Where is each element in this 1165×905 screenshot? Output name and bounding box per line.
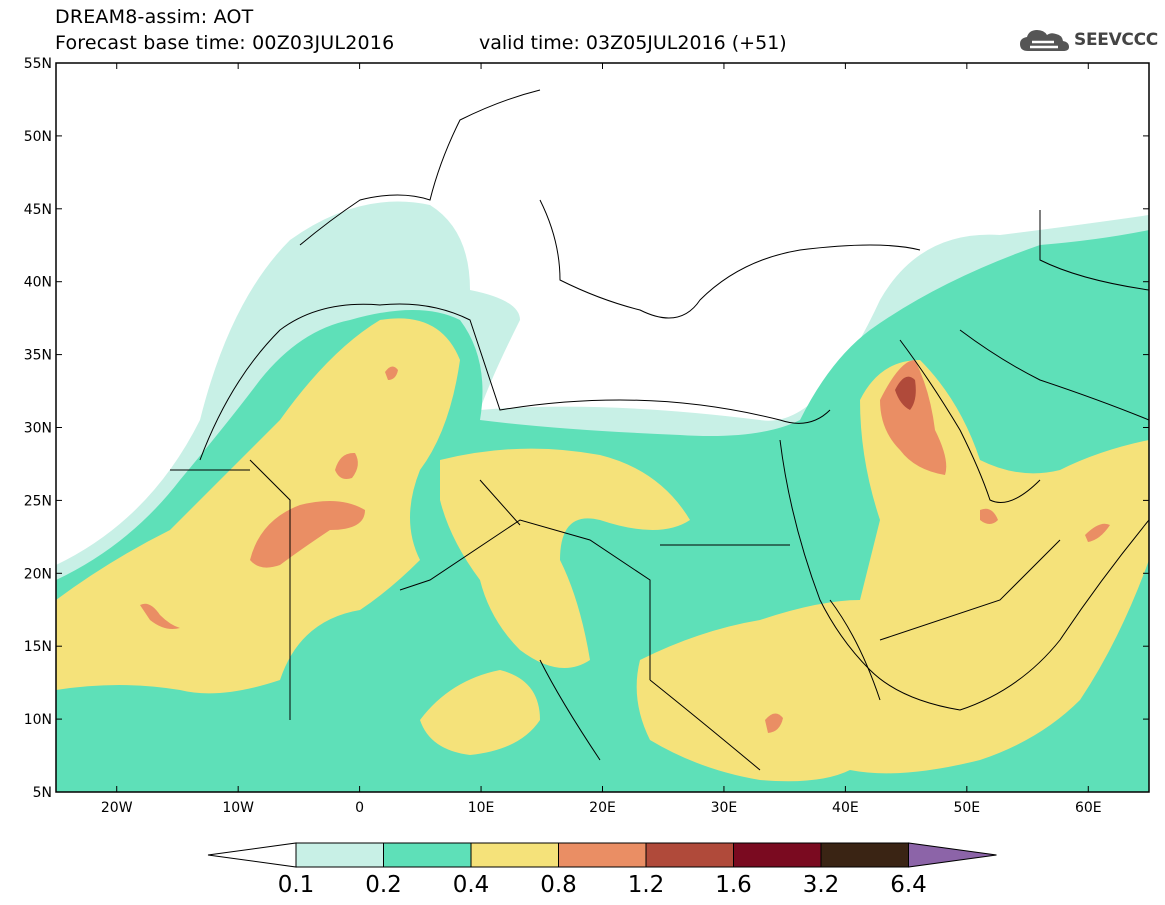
aot-contour-0.4-south <box>420 670 540 755</box>
colorbar-label: 0.4 <box>453 872 490 898</box>
lon-label: 10E <box>468 800 495 816</box>
colorbar-box <box>383 842 472 868</box>
lat-label: 35N <box>24 348 52 364</box>
colorbar-label: 0.8 <box>540 872 577 898</box>
colorbar-label: 0.2 <box>365 872 402 898</box>
aot-contour-1.2 <box>895 376 916 410</box>
colorbar-box <box>820 842 909 868</box>
colorbar-box <box>645 842 734 868</box>
aot-contour-0.4-west <box>56 318 460 694</box>
aot-contour-0.4-central <box>440 448 690 668</box>
lon-label: 10W <box>222 800 254 816</box>
seevccc-logo: SEEVCCC <box>1018 24 1158 56</box>
latitude-axis: 5N 10N 15N 20N 25N 30N 35N 40N 45N 50N 55N <box>24 56 1149 801</box>
lon-label: 60E <box>1075 800 1102 816</box>
colorbar-arrow-low <box>207 842 297 868</box>
aot-contour-0.4-east <box>636 360 1149 782</box>
title-line-2: Forecast base time: 00Z03JUL2016 <box>55 32 395 54</box>
lat-label: 40N <box>24 275 52 291</box>
title-line-1: DREAM8-assim: AOT <box>55 6 254 28</box>
aot-contour-0.8-g <box>1085 523 1110 542</box>
lat-label: 20N <box>24 566 52 582</box>
aot-contour-0.8-d <box>140 603 180 629</box>
colorbar-label: 1.6 <box>715 872 752 898</box>
colorbar-label: 6.4 <box>890 872 927 898</box>
colorbar-label: 3.2 <box>803 872 840 898</box>
coastlines-borders <box>170 89 1149 771</box>
lon-label: 50E <box>953 800 980 816</box>
aot-contour-0.8-c <box>385 366 398 380</box>
lat-label: 50N <box>24 129 52 145</box>
aot-contour-0.8-b <box>335 452 358 479</box>
aot-field <box>56 63 1149 792</box>
lat-label: 5N <box>33 785 52 801</box>
colorbar-label: 1.2 <box>628 872 665 898</box>
logo-text: SEEVCCC <box>1074 30 1158 50</box>
valid-time: valid time: 03Z05JUL2016 (+51) <box>479 32 787 54</box>
lon-label: 20W <box>101 800 133 816</box>
colorbar-label: 0.1 <box>278 872 315 898</box>
colorbar-box <box>470 842 559 868</box>
colorbar: 0.1 0.2 0.4 0.8 1.2 1.6 3.2 6.4 <box>207 842 997 898</box>
aot-contour-0.8-f <box>980 508 998 524</box>
lon-label: 0 <box>355 800 364 816</box>
aot-contour-0.8-h <box>765 713 783 733</box>
lon-label: 30E <box>711 800 738 816</box>
lon-label: 40E <box>832 800 859 816</box>
colorbar-arrow-high <box>908 842 997 868</box>
aot-contour-0.8-a <box>250 501 365 568</box>
lat-label: 30N <box>24 421 52 437</box>
lat-label: 55N <box>24 56 52 72</box>
lat-label: 15N <box>24 639 52 655</box>
lat-label: 10N <box>24 712 52 728</box>
cloud-icon <box>1020 30 1069 51</box>
colorbar-box <box>558 842 647 868</box>
colorbar-box <box>733 842 822 868</box>
lat-label: 45N <box>24 202 52 218</box>
colorbar-box <box>295 842 384 868</box>
longitude-axis: 20W 10W 0 10E 20E 30E 40E 50E 60E <box>101 63 1102 816</box>
lon-label: 20E <box>589 800 616 816</box>
lat-label: 25N <box>24 493 52 509</box>
